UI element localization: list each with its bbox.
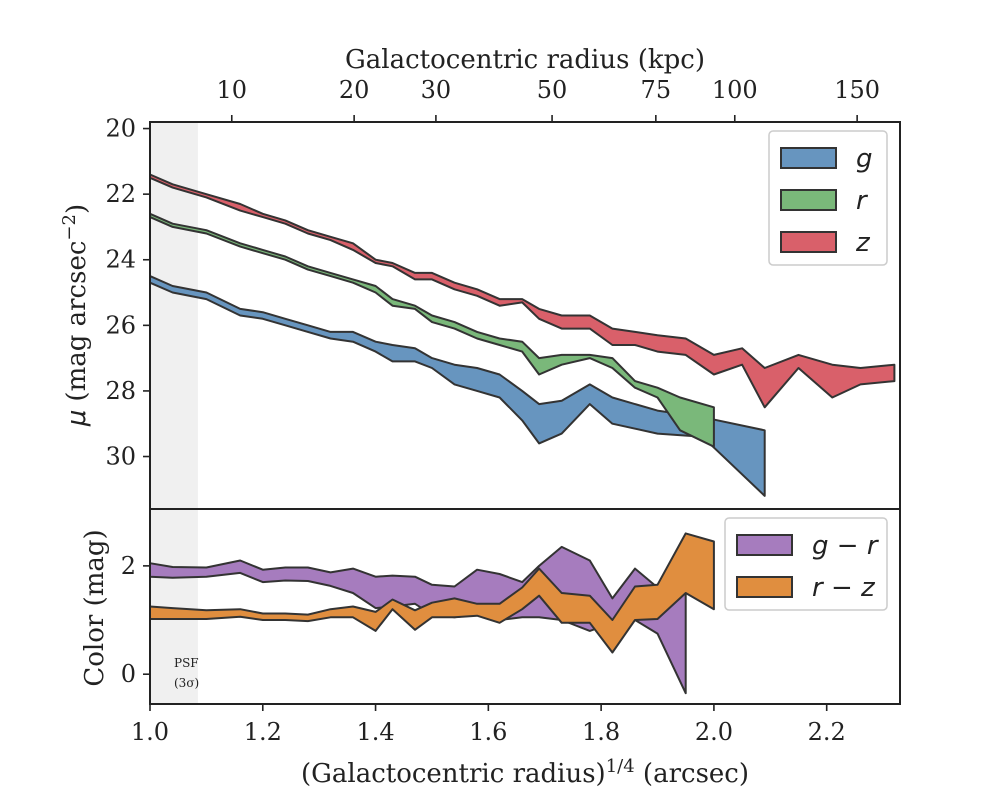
color-y-tick-label: 0 <box>121 660 136 688</box>
top-axis-title: Galactocentric radius (kpc) <box>345 45 705 75</box>
x-label-exponent: 1/4 <box>606 756 635 777</box>
top-tick-label: 10 <box>216 76 247 104</box>
mu-symbol: μ <box>62 410 92 428</box>
legend-swatch-rz <box>736 576 793 598</box>
color-bands <box>149 532 715 695</box>
y-tick-label: 20 <box>105 115 136 143</box>
x-label-main: (Galactocentric radius) <box>301 759 606 789</box>
legend-label-gr: g − r <box>812 531 880 561</box>
color-y-ticks: 02 <box>121 552 150 688</box>
legend-swatch-g <box>780 147 837 169</box>
legend-swatch-r <box>780 189 837 211</box>
y-label-exponent: −2 <box>59 214 80 241</box>
y-tick-label: 26 <box>105 311 136 339</box>
legend-label-rz: r − z <box>812 573 876 603</box>
color-y-tick-label: 2 <box>121 552 136 580</box>
x-axis-label: (Galactocentric radius)1/4 (arcsec) <box>301 756 749 789</box>
top-tick-label: 100 <box>712 76 758 104</box>
surface-brightness-bands <box>149 173 896 497</box>
top-tick-label: 75 <box>641 76 672 104</box>
top-tick-label: 20 <box>339 76 370 104</box>
legend-swatch-gr <box>736 534 793 556</box>
legend-label-z: z <box>855 228 871 258</box>
x-tick-label: 1.6 <box>469 718 507 746</box>
legend-label-r: r <box>856 186 869 216</box>
x-tick-label: 1.8 <box>582 718 620 746</box>
legend-swatch-z <box>780 231 837 253</box>
psf-annotation-line1: PSF <box>174 656 199 670</box>
y-tick-label: 28 <box>105 377 136 405</box>
y-tick-label: 24 <box>105 246 136 274</box>
x-axis-ticks: 1.0 1.2 1.4 1.6 1.8 2.0 2.2 <box>131 704 846 746</box>
y-label-close: ) <box>62 204 92 214</box>
legend-label-g: g <box>856 144 873 174</box>
x-tick-label: 2.0 <box>695 718 733 746</box>
kpc-top-ticks: 10 20 30 50 75 100 150 <box>216 76 880 122</box>
surface-brightness-y-label: μ (mag arcsec−2) <box>59 204 92 427</box>
y-tick-label: 30 <box>105 443 136 471</box>
band-surface-brightness-g <box>149 275 766 497</box>
x-tick-label: 1.0 <box>131 718 169 746</box>
x-tick-label: 2.2 <box>808 718 846 746</box>
x-label-unit: (arcsec) <box>635 759 749 789</box>
surface-brightness-y-ticks: 20 22 24 26 28 30 <box>105 115 150 471</box>
top-tick-label: 50 <box>537 76 568 104</box>
y-tick-label: 22 <box>105 180 136 208</box>
color-frame <box>149 508 901 705</box>
psf-annotation-line2: (3σ) <box>174 676 199 690</box>
y-label-unit: (mag arcsec <box>62 241 92 402</box>
x-tick-label: 1.4 <box>356 718 394 746</box>
top-tick-label: 150 <box>834 76 880 104</box>
top-tick-label: 30 <box>421 76 452 104</box>
surface-brightness-legend: grz <box>768 130 888 266</box>
x-tick-label: 1.2 <box>244 718 282 746</box>
color-y-label: Color (mag) <box>80 529 110 686</box>
color-panel: 02 1.0 1.2 1.4 1.6 1.8 2.0 2.2 g − rr − z PSF … <box>80 508 901 789</box>
color-legend: g − r r − z <box>724 517 888 611</box>
band-surface-brightness-r <box>149 212 715 448</box>
surface-brightness-panel: 20 22 24 26 28 30 10 20 30 50 75 100 150 grz Galact… <box>59 45 901 510</box>
band-surface-brightness-z <box>149 173 896 409</box>
band-color-rz <box>149 532 715 654</box>
